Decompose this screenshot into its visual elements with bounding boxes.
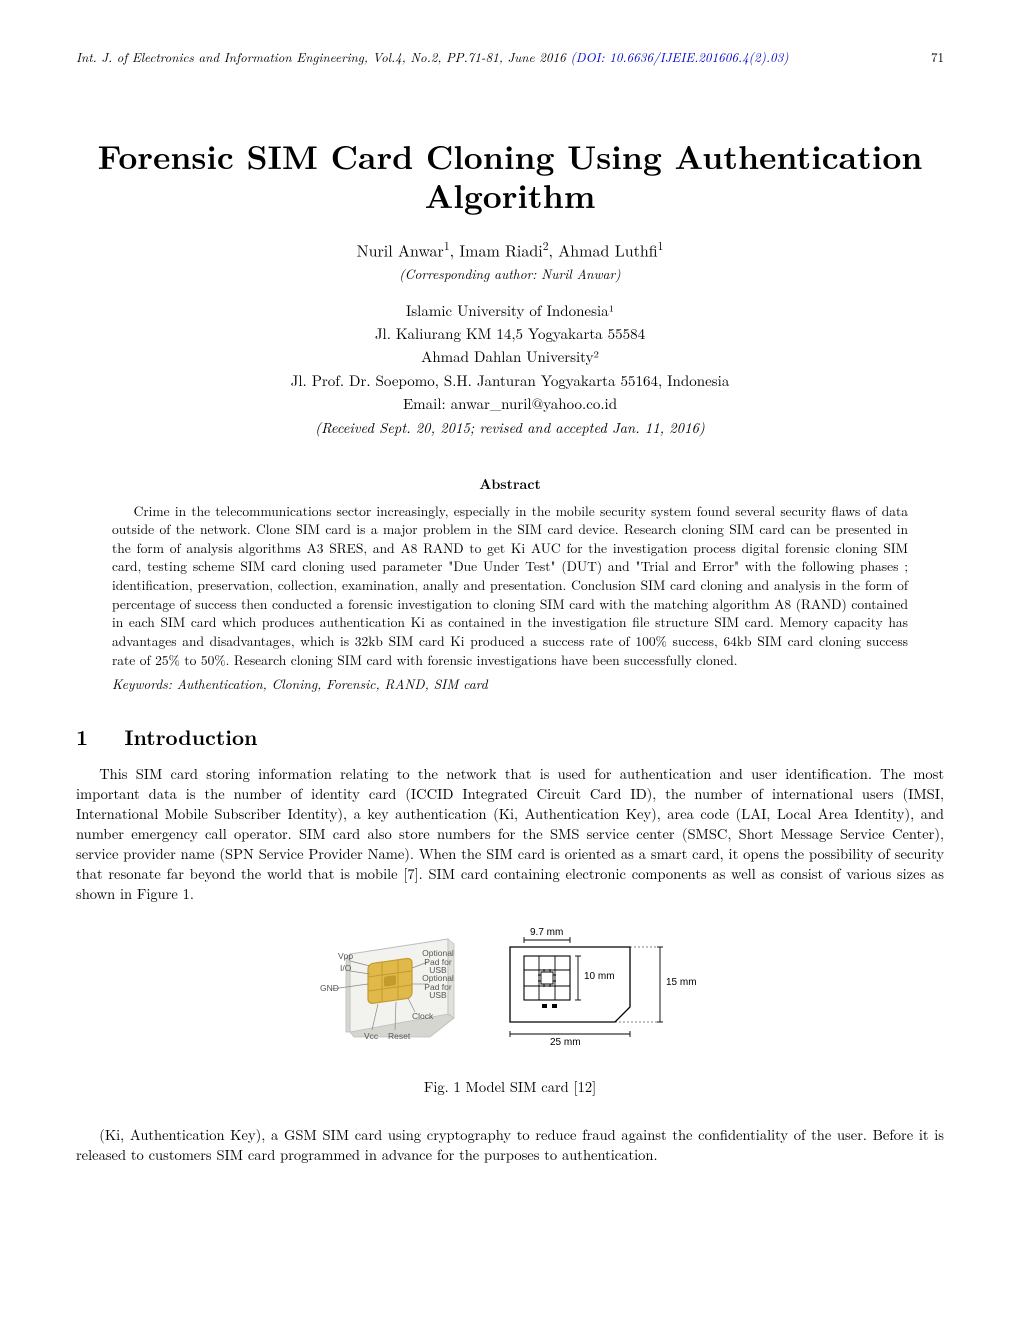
body-paragraph: This SIM card storing information relati… [76,764,944,904]
dim-label-w-small: 9.7 mm [530,926,563,940]
dim-label-h-large: 15 mm [666,976,697,990]
abstract-body: Crime in the telecommunications sector i… [112,502,908,670]
authors-line: Nuril Anwar1, Imam Riadi2, Ahmad Luthfi1 [76,239,944,261]
pin-label-optpad: Optional Pad for USB [416,974,460,1000]
sim-3d-view: Vpp I/O Optional Pad for USB GND Optiona… [320,934,460,1049]
pin-label-gnd: GND [320,984,339,993]
author-email: Email: anwar_nuril@yahoo.co.id [76,392,944,415]
section-heading: 1 Introduction [76,723,944,751]
sim-schematic-view: 9.7 mm 10 mm 15 mm 25 mm [500,932,700,1052]
section-title: Introduction [124,722,257,752]
sim-figure-container: Vpp I/O Optional Pad for USB GND Optiona… [312,928,708,1056]
body-paragraph: (Ki, Authentication Key), a GSM SIM card… [76,1125,944,1165]
journal-ref: Int. J. of Electronics and Information E… [76,47,570,66]
pin-label-vpp: Vpp [338,952,353,961]
pin-label-reset: Reset [388,1032,410,1041]
affiliation-line: Ahmad Dahlan University² [76,345,944,368]
pin-label-optpad: Optional Pad for USB [416,949,460,975]
paper-page: Int. J. of Electronics and Information E… [0,0,1020,1320]
running-head: Int. J. of Electronics and Information E… [76,48,944,66]
affiliation-line: Jl. Prof. Dr. Soepomo, S.H. Janturan Yog… [76,369,944,392]
sim-schem-svg [500,932,700,1052]
affiliation-block: Islamic University of Indonesia¹ Jl. Kal… [76,299,944,415]
dim-label-w-large: 25 mm [550,1036,581,1050]
corresponding-author: (Corresponding author: Nuril Anwar) [76,265,944,283]
pin-label-vcc: Vcc [364,1032,378,1041]
figure-1-caption: Fig. 1 Model SIM card [12] [76,1078,944,1098]
doi-link[interactable]: (DOI: 10.6636/IJEIE.201606.4(2).03) [570,47,788,66]
affiliation-line: Islamic University of Indonesia¹ [76,299,944,322]
abstract-heading: Abstract [76,475,944,494]
pin-label-clock: Clock [412,1012,433,1021]
received-dates: (Received Sept. 20, 2015; revised and ac… [76,419,944,439]
pin-label-io: I/O [340,964,351,973]
page-number: 71 [931,48,944,66]
affiliation-line: Jl. Kaliurang KM 14,5 Yogyakarta 55584 [76,322,944,345]
keywords-line: Keywords: Authentication, Cloning, Foren… [112,675,908,693]
figure-1: Vpp I/O Optional Pad for USB GND Optiona… [76,928,944,1056]
paper-title: Forensic SIM Card Cloning Using Authenti… [76,136,944,215]
dim-label-h-small: 10 mm [584,970,615,984]
section-number: 1 [76,722,88,752]
